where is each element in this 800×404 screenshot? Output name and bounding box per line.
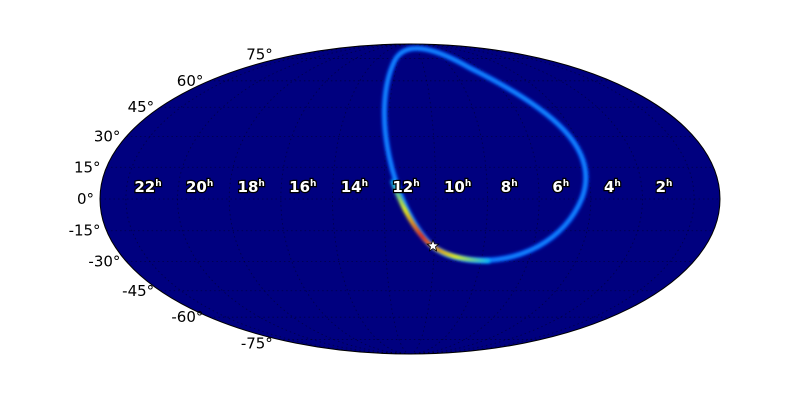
- ra-tick-label: 18h: [238, 178, 265, 196]
- ra-tick-labels: 22h 20h 18h 16h 14h 12h 10h 8h 6h 4h 2h: [133, 177, 674, 198]
- dec-tick-label: 15°: [74, 158, 101, 176]
- sky-background: [99, 43, 721, 355]
- dec-tick-label: 45°: [128, 98, 155, 116]
- source-star-marker: [426, 238, 440, 252]
- ra-tick-label: 4h: [604, 178, 621, 196]
- ra-grid-line: [409, 44, 695, 354]
- dec-tick-label: -75°: [241, 334, 273, 352]
- dec-tick-label: 0°: [77, 190, 94, 208]
- dec-tick-label: -30°: [88, 253, 120, 271]
- grid-lines: [100, 44, 720, 354]
- dec-tick-label: 75°: [246, 46, 273, 64]
- ra-grid-line: [409, 44, 437, 354]
- dec-tick-label: -60°: [171, 308, 203, 326]
- dec-tick-label: -15°: [69, 222, 101, 240]
- ra-grid-line: [383, 44, 411, 354]
- ra-grid-line: [409, 44, 643, 354]
- ra-tick-label: 12h: [392, 178, 419, 196]
- dec-tick-label: 60°: [177, 72, 204, 90]
- dec-tick-labels: 75° 60° 45° 30° 15° 0° -15° -30°-45° -60° -75°: [69, 46, 273, 353]
- ra-tick-label: 2h: [656, 178, 673, 196]
- ra-grid-line: [177, 44, 411, 354]
- ra-grid-line: [125, 44, 411, 354]
- ra-tick-label: 16h: [289, 178, 316, 196]
- ra-tick-label: 22h: [134, 178, 161, 196]
- ra-tick-label: 6h: [552, 178, 569, 196]
- dec-tick-label: -45°: [122, 282, 154, 300]
- dec-tick-label: 30°: [94, 127, 121, 145]
- ra-tick-label: 14h: [341, 178, 368, 196]
- ra-tick-label: 20h: [186, 178, 213, 196]
- ra-tick-label: 10h: [444, 178, 471, 196]
- ra-tick-label: 8h: [501, 178, 518, 196]
